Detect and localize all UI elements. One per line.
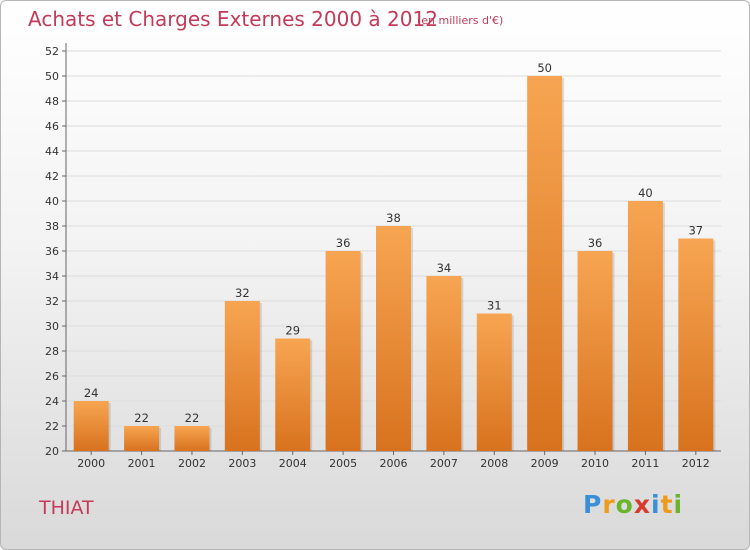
- x-tick-label: 2002: [178, 457, 206, 470]
- data-label: 36: [336, 236, 351, 250]
- y-tick-label: 46: [45, 120, 59, 133]
- x-tick-label: 2008: [480, 457, 508, 470]
- x-tick-label: 2007: [430, 457, 458, 470]
- bar-2009: [527, 76, 563, 451]
- x-tick-label: 2011: [631, 457, 659, 470]
- x-tick-label: 2012: [682, 457, 710, 470]
- data-label: 22: [134, 411, 149, 425]
- logo-letter: o: [615, 490, 634, 519]
- bar-2007: [426, 276, 462, 451]
- y-tick-label: 34: [45, 270, 59, 283]
- bar-2001: [124, 426, 160, 451]
- data-label: 22: [185, 411, 200, 425]
- data-label: 31: [487, 299, 502, 313]
- data-label: 29: [285, 324, 300, 338]
- y-tick-label: 44: [45, 145, 59, 158]
- logo-letter: i: [651, 490, 661, 519]
- data-label: 34: [437, 261, 452, 275]
- bar-2004: [275, 338, 311, 451]
- data-labels: 24 22 22 32 29 36 38 34 31 50 36 40 37: [84, 61, 703, 425]
- y-tick-label: 28: [45, 345, 59, 358]
- data-label: 50: [537, 61, 552, 75]
- chart-subtitle: (en milliers d'€): [417, 14, 504, 27]
- data-label: 40: [638, 186, 653, 200]
- x-tick-label: 2004: [279, 457, 307, 470]
- bar-2010: [577, 251, 613, 451]
- y-tick-label: 30: [45, 320, 59, 333]
- data-label: 37: [688, 224, 703, 238]
- y-tick-label: 24: [45, 395, 59, 408]
- y-tick-label: 22: [45, 420, 59, 433]
- y-tick-label: 48: [45, 95, 59, 108]
- bar-2005: [325, 251, 361, 451]
- commune-name: THIAT: [39, 497, 94, 519]
- x-tick-label: 2006: [380, 457, 408, 470]
- logo-letter: i: [673, 490, 684, 519]
- y-tick-label: 32: [45, 295, 59, 308]
- logo-letter: t: [660, 490, 674, 519]
- bar-2008: [476, 313, 512, 451]
- bar-2002: [174, 426, 210, 451]
- data-label: 24: [84, 386, 99, 400]
- y-tick-label: 20: [45, 445, 59, 458]
- data-label: 32: [235, 286, 250, 300]
- y-tick-label: 26: [45, 370, 59, 383]
- x-tick-label: 2005: [329, 457, 357, 470]
- y-tick-label: 40: [45, 195, 59, 208]
- proxiti-logo: Proxiti: [583, 490, 683, 519]
- logo-letter: x: [633, 490, 651, 519]
- bar-2011: [627, 201, 663, 451]
- logo-letter: P: [583, 490, 603, 519]
- data-label: 36: [588, 236, 603, 250]
- bars: [73, 76, 716, 451]
- bar-2003: [224, 301, 260, 451]
- x-tick-label: 2000: [77, 457, 105, 470]
- data-label: 38: [386, 211, 401, 225]
- y-tick-label: 38: [45, 220, 59, 233]
- chart-title: Achats et Charges Externes 2000 à 2012: [28, 7, 438, 31]
- bar-2006: [376, 226, 411, 451]
- x-tick-label: 2009: [531, 457, 559, 470]
- x-tick-label: 2001: [128, 457, 156, 470]
- y-tick-label: 36: [45, 245, 59, 258]
- y-tick-label: 52: [45, 45, 59, 58]
- logo-letter: r: [602, 490, 616, 519]
- x-tick-label: 2003: [228, 457, 256, 470]
- bar-2000: [73, 401, 109, 451]
- x-tick-label: 2010: [581, 457, 609, 470]
- y-tick-label: 42: [45, 170, 59, 183]
- y-tick-label: 50: [45, 70, 59, 83]
- bar-2012: [678, 238, 714, 451]
